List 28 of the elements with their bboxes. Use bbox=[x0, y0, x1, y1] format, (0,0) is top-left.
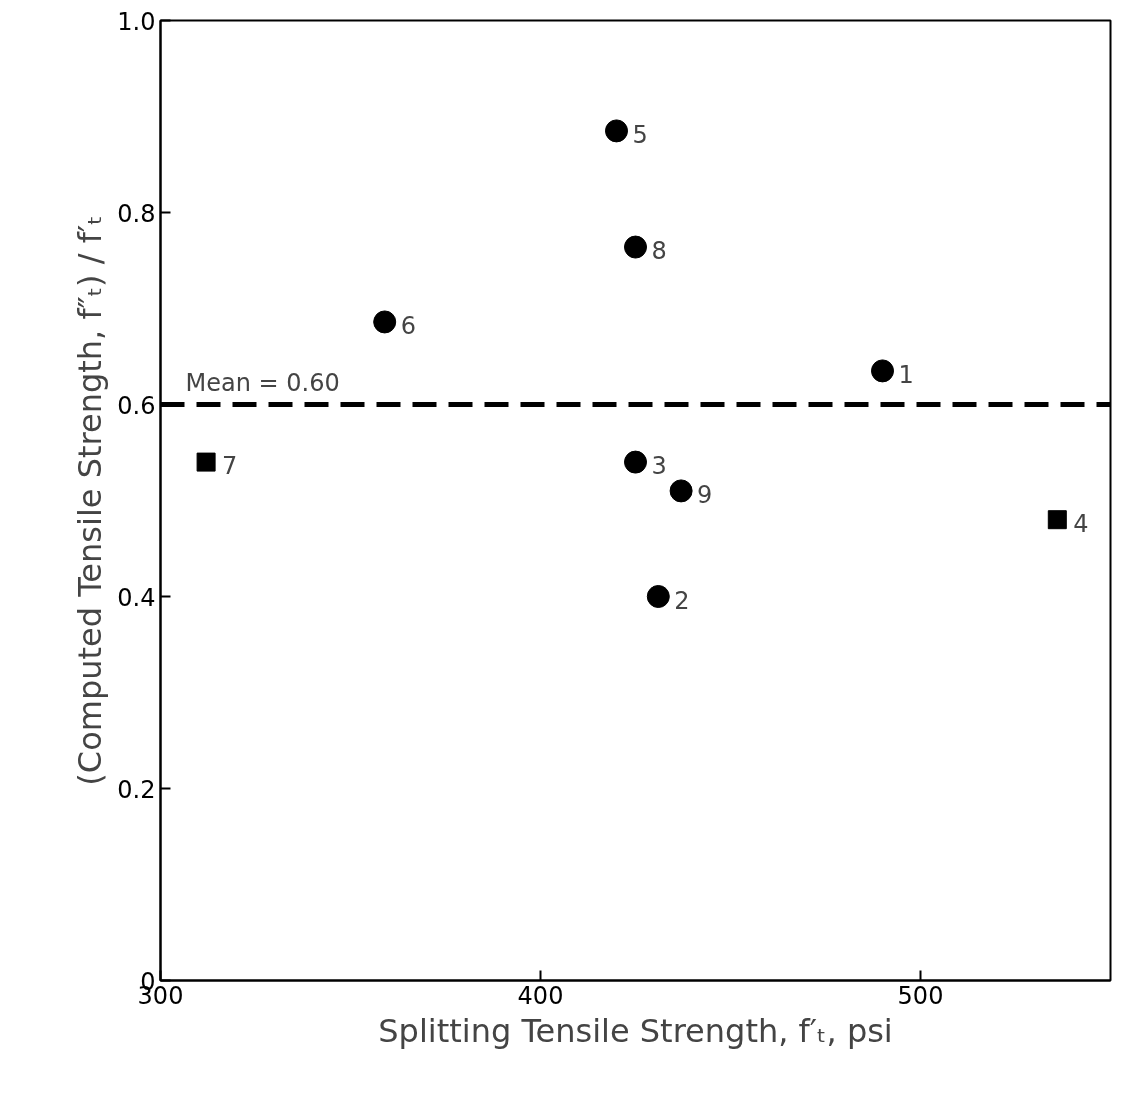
point bbox=[196, 452, 216, 472]
point bbox=[871, 359, 894, 383]
annotation: 7 bbox=[222, 452, 238, 481]
point bbox=[605, 119, 628, 143]
annotation: 4 bbox=[1073, 509, 1089, 538]
annotation: 6 bbox=[400, 311, 416, 340]
point bbox=[646, 585, 670, 608]
ref-line-label: Mean = 0.60 bbox=[185, 368, 340, 397]
x-tick-label: 500 bbox=[897, 981, 944, 1010]
y-tick-label: 1.0 bbox=[117, 7, 156, 36]
y-tick-label: 0.6 bbox=[117, 391, 156, 420]
annotation: 8 bbox=[651, 237, 667, 266]
y-tick-label: 0.2 bbox=[117, 775, 156, 804]
x-axis-title: Splitting Tensile Strength, f′ₜ, psi bbox=[378, 1011, 893, 1050]
annotation: 9 bbox=[697, 480, 713, 509]
point bbox=[624, 235, 647, 259]
annotation: 1 bbox=[898, 360, 914, 389]
point bbox=[669, 479, 693, 503]
point bbox=[624, 450, 647, 474]
y-tick-label: 0.8 bbox=[117, 199, 156, 228]
annotation: 2 bbox=[674, 586, 690, 615]
y-tick-label: 0.4 bbox=[117, 583, 156, 612]
annotation: 5 bbox=[632, 120, 648, 149]
annotation: 3 bbox=[651, 452, 667, 481]
x-tick-label: 400 bbox=[517, 981, 564, 1010]
y-axis-title: (Computed Tensile Strength, f″ₜ) / f′ₜ bbox=[71, 215, 110, 786]
point bbox=[373, 310, 397, 334]
point bbox=[1047, 510, 1067, 530]
